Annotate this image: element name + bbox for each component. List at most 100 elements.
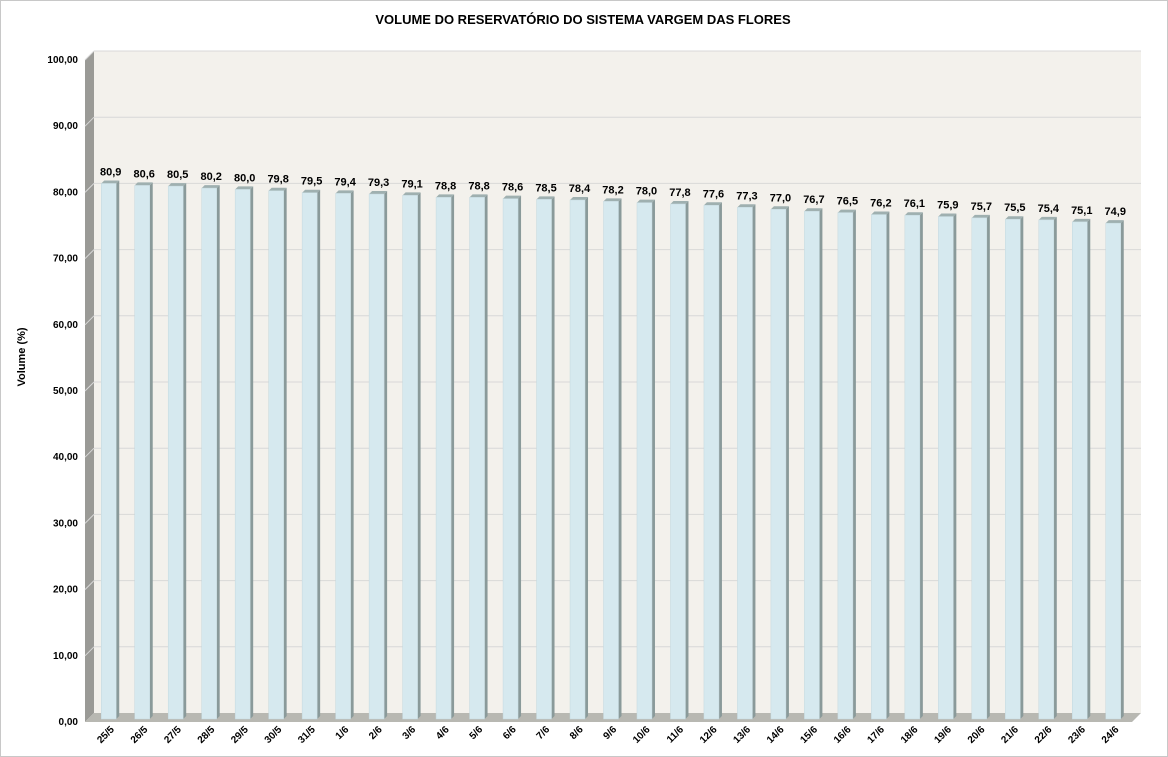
grid-line-side	[84, 447, 95, 458]
bar-top	[804, 208, 823, 212]
data-label: 80,2	[200, 171, 221, 183]
x-tick-label: 9/6	[602, 724, 620, 742]
bar-top	[1105, 220, 1124, 224]
bar-top	[1072, 218, 1091, 222]
data-label: 77,3	[736, 190, 757, 202]
bar-side	[785, 206, 789, 719]
bar-side	[384, 191, 388, 719]
x-tick-label: 31/5	[296, 724, 318, 746]
data-label: 74,9	[1105, 206, 1126, 218]
grid-line-side	[84, 249, 95, 259]
bar	[100, 183, 117, 720]
data-label: 78,5	[535, 182, 556, 194]
data-label: 75,4	[1038, 203, 1060, 215]
data-label: 79,8	[267, 174, 288, 186]
x-tick-label: 28/5	[196, 724, 218, 746]
bar-side	[685, 200, 689, 720]
bar-side	[183, 183, 187, 720]
bar	[502, 198, 519, 720]
x-tick-label: 2/6	[367, 724, 385, 742]
bar-top	[235, 186, 254, 190]
bar-side	[484, 194, 488, 719]
data-label: 78,0	[636, 186, 657, 198]
bar-top	[737, 204, 756, 208]
x-tick-label: 16/6	[832, 724, 854, 746]
bar-side	[451, 194, 455, 719]
bar	[1038, 219, 1055, 720]
bar-top	[703, 202, 722, 206]
bar	[335, 193, 351, 720]
bar-side	[149, 182, 153, 720]
bar	[904, 214, 921, 720]
bar-top	[369, 191, 388, 195]
chart-title: VOLUME DO RESERVATÓRIO DO SISTEMA VARGEM…	[375, 12, 791, 27]
x-tick-label: 1/6	[334, 724, 352, 742]
bar	[737, 207, 753, 720]
bar-top	[904, 212, 923, 216]
bar-top	[670, 200, 689, 204]
x-axis-ticks: 25/5 26/5 27/5 28/5 29/5 30/5 31/5 1/6 2/6 3/6 4/6…	[95, 724, 1121, 746]
bar-top	[871, 211, 890, 215]
x-tick-label: 12/6	[698, 724, 720, 746]
bar-side	[986, 214, 990, 719]
y-tick-label: 90,00	[53, 121, 78, 132]
bar	[703, 205, 720, 720]
bar-side	[317, 189, 321, 719]
bar-top	[837, 209, 856, 213]
data-label: 77,6	[703, 188, 724, 200]
data-label: 78,6	[502, 182, 523, 194]
data-label: 75,5	[1004, 202, 1025, 214]
bar-side	[585, 196, 589, 719]
grid-line-side	[84, 315, 95, 326]
bar-side	[116, 180, 120, 719]
data-label: 76,7	[803, 194, 824, 206]
y-tick-label: 100,00	[47, 55, 78, 66]
x-tick-label: 27/5	[162, 724, 184, 746]
data-label: 79,1	[401, 178, 422, 190]
x-tick-label: 7/6	[535, 724, 553, 742]
data-label: 79,5	[301, 176, 322, 188]
y-tick-label: 0,00	[59, 717, 79, 728]
bar-side	[283, 187, 287, 719]
x-tick-label: 24/6	[1100, 724, 1122, 746]
bar-top	[1005, 216, 1024, 220]
bar	[971, 217, 988, 720]
bar-top	[603, 198, 622, 202]
bar	[1105, 222, 1122, 720]
bar	[603, 201, 619, 720]
x-tick-label: 10/6	[631, 724, 653, 746]
x-tick-label: 3/6	[401, 724, 419, 742]
bar-side	[518, 195, 522, 720]
data-label: 79,4	[334, 176, 356, 188]
data-label: 77,8	[669, 187, 690, 199]
bar-side	[886, 211, 890, 719]
x-tick-label: 11/6	[665, 724, 686, 745]
y-tick-label: 70,00	[53, 254, 78, 265]
y-axis-label: Volume (%)	[16, 327, 28, 386]
y-tick-label: 60,00	[53, 320, 78, 331]
data-label: 76,1	[904, 198, 925, 210]
bar	[1005, 218, 1021, 720]
bar-side	[350, 190, 354, 719]
x-tick-label: 14/6	[765, 724, 787, 746]
bar-top	[503, 195, 522, 199]
data-label: 80,9	[100, 166, 121, 178]
bar-side	[1120, 220, 1124, 720]
data-label: 80,5	[167, 169, 188, 181]
bar-side	[651, 199, 655, 719]
x-tick-label: 17/6	[865, 724, 887, 746]
bar	[469, 197, 485, 720]
bar	[301, 192, 318, 720]
bar-top	[570, 196, 589, 200]
x-tick-label: 29/5	[229, 724, 251, 746]
y-axis-ticks: 0,00 10,00 20,00 30,00 40,00 50,00 60,00 70,00 8…	[47, 55, 78, 728]
data-label: 78,8	[468, 180, 489, 192]
data-label: 79,3	[368, 177, 389, 189]
bar-top	[469, 194, 488, 198]
bar-top	[268, 187, 287, 191]
x-tick-label: 20/6	[966, 724, 988, 746]
data-label: 76,5	[837, 196, 858, 208]
data-label: 77,0	[770, 192, 791, 204]
bar	[871, 214, 887, 720]
